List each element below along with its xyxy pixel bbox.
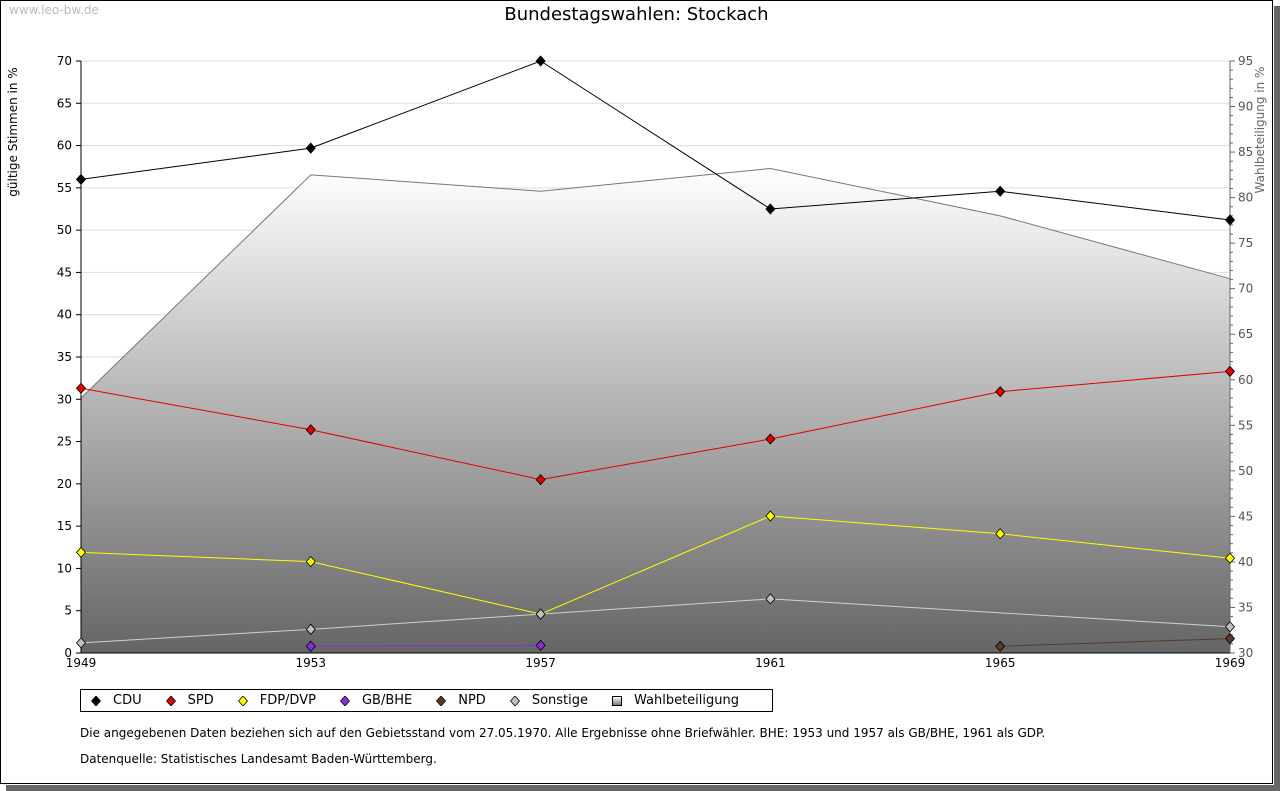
y2-tick-label: 70 [1238, 282, 1253, 296]
legend-marker-icon [237, 695, 248, 706]
legend-item: Wahlbeteiligung [612, 693, 739, 708]
legend-marker-icon [339, 695, 350, 706]
y-tick-label: 60 [57, 139, 72, 153]
legend-label: NPD [458, 693, 486, 708]
legend-label: GB/BHE [361, 693, 413, 708]
gb-bhe-point [305, 640, 316, 652]
spd-point [535, 474, 546, 486]
y2-tick-label: 40 [1238, 555, 1253, 569]
sonstige-point [305, 623, 316, 635]
cdu-line [80, 60, 1231, 221]
y-tick-label: 40 [57, 308, 72, 322]
legend-marker-icon [165, 695, 176, 706]
spd-point [305, 424, 316, 436]
legend-label: SPD [187, 693, 214, 708]
y2-tick-label: 55 [1238, 418, 1253, 432]
legend-item: SPD [165, 693, 214, 708]
legend-item: Sonstige [509, 693, 588, 708]
legend: CDU SPD FDP/DVP GB/BHE NPD Sonstige Wahlbeteil… [80, 689, 773, 712]
legend-item: NPD [436, 693, 486, 708]
spd-line [80, 370, 1231, 481]
legend-item: GB/BHE [339, 693, 413, 708]
y2-tick-label: 60 [1238, 373, 1253, 387]
y2-tick-label: 90 [1238, 100, 1253, 114]
legend-label: FDP/DVP [259, 693, 316, 708]
chart-title: Bundestagswahlen: Stockach [504, 4, 769, 25]
y-tick-label: 25 [57, 435, 72, 449]
spd-point [1224, 365, 1236, 377]
legend-label: Wahlbeteiligung [634, 693, 740, 708]
x-tick-label: 1969 [1215, 656, 1246, 670]
sonstige-point [765, 593, 776, 605]
sonstige-point [75, 637, 87, 649]
y-tick-label: 35 [57, 350, 72, 364]
npd-line [1000, 638, 1231, 647]
data-source: Datenquelle: Statistisches Landesamt Bad… [80, 752, 437, 766]
legend-item: FDP/DVP [237, 693, 316, 708]
fdp-dvp-point [75, 546, 87, 558]
y2-tick-label: 95 [1238, 54, 1253, 68]
x-tick-label: 1957 [525, 656, 556, 670]
y2-axis-label: Wahlbeteiligung in % [1253, 67, 1267, 194]
gb-bhe-line [310, 644, 541, 647]
fdp-dvp-point [995, 528, 1006, 540]
footnote: Die angegebenen Daten beziehen sich auf … [80, 726, 1046, 740]
cdu-point [535, 55, 546, 67]
watermark: www.leo-bw.de [9, 3, 99, 17]
spd-point [765, 433, 776, 445]
spd-point [75, 382, 87, 394]
legend-area-icon [612, 695, 622, 706]
y-tick-label: 0 [64, 646, 72, 660]
legend-item: CDU [91, 693, 142, 708]
y-tick-label: 50 [57, 223, 72, 237]
x-tick-label: 1953 [296, 656, 327, 670]
cdu-point [305, 142, 316, 154]
legend-marker-icon [436, 695, 447, 706]
y-tick-label: 45 [57, 265, 72, 279]
y-tick-label: 20 [57, 477, 72, 491]
npd-point [1224, 633, 1236, 645]
frame-shadow [6, 785, 1280, 791]
y-tick-label: 70 [57, 54, 72, 68]
y2-tick-label: 50 [1238, 464, 1253, 478]
legend-label: Sonstige [531, 693, 588, 708]
y2-tick-label: 80 [1238, 191, 1253, 205]
wahlbeteiligung-line [80, 167, 1231, 399]
cdu-point [75, 173, 87, 185]
fdp-dvp-point [765, 510, 776, 522]
sonstige-point [1224, 621, 1236, 633]
spd-point [995, 386, 1006, 398]
y-tick-label: 5 [64, 604, 72, 618]
y2-tick-label: 35 [1238, 600, 1253, 614]
y-tick-label: 15 [57, 519, 72, 533]
y-tick-label: 55 [57, 181, 72, 195]
fdp-dvp-point [305, 556, 316, 568]
y2-tick-label: 45 [1238, 509, 1253, 523]
x-tick-label: 1961 [755, 656, 786, 670]
wahlbeteiligung-area [81, 168, 1230, 653]
x-tick-label: 1965 [985, 656, 1016, 670]
cdu-point [1224, 214, 1236, 226]
y-tick-label: 10 [57, 561, 72, 575]
sonstige-point [535, 608, 546, 620]
y-tick-label: 65 [57, 96, 72, 110]
legend-label: CDU [113, 693, 142, 708]
cdu-point [765, 203, 776, 215]
y2-tick-label: 30 [1238, 646, 1253, 660]
legend-marker-icon [509, 695, 520, 706]
gb-bhe-point [535, 639, 546, 651]
y2-tick-label: 85 [1238, 145, 1253, 159]
cdu-point [995, 185, 1006, 197]
y-tick-label: 30 [57, 392, 72, 406]
npd-point [995, 640, 1006, 652]
y2-tick-label: 75 [1238, 236, 1253, 250]
fdp-dvp-point [1224, 552, 1236, 564]
y2-tick-label: 65 [1238, 327, 1253, 341]
legend-marker-icon [91, 695, 101, 706]
y-axis-label: gültige Stimmen in % [6, 67, 20, 196]
frame-shadow [1274, 6, 1280, 791]
fdp-dvp-line [80, 515, 1231, 615]
x-tick-label: 1949 [66, 656, 97, 670]
